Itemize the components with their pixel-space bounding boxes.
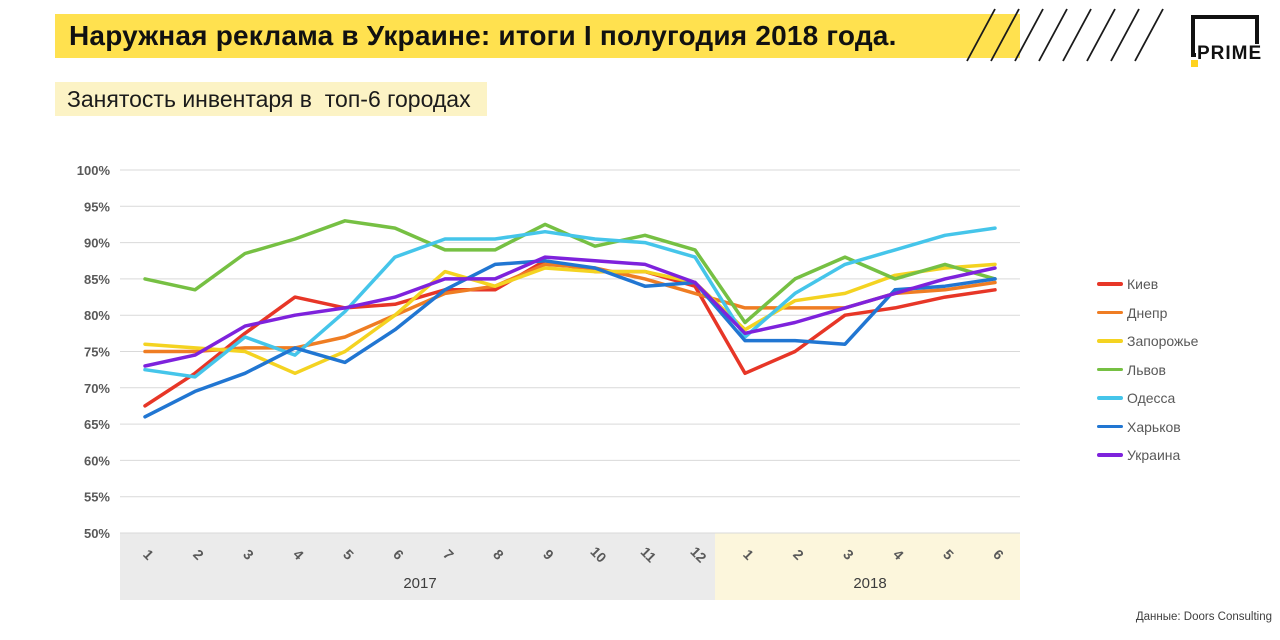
series-line-5 bbox=[143, 259, 997, 419]
occupancy-line-chart: 50% 55% 60% 65% 70% 75% 80% 85% 90% 95% 100% 1 2 3 4 5 6… bbox=[60, 150, 1040, 620]
page-title: Наружная реклама в Украине: итоги I полу… bbox=[69, 20, 897, 51]
year-label-2017: 2017 bbox=[403, 575, 436, 592]
legend-swatch bbox=[1097, 367, 1123, 372]
y-axis-tick-label: 85% bbox=[84, 272, 110, 287]
axis-band-2018 bbox=[715, 533, 1020, 600]
y-axis-tick-label: 100% bbox=[77, 163, 111, 178]
y-axis-tick-label: 70% bbox=[84, 381, 110, 396]
series-line-0 bbox=[143, 259, 997, 408]
legend-item-4: Одесса bbox=[1097, 388, 1198, 408]
y-axis-tick-label: 60% bbox=[84, 453, 110, 468]
legend-swatch bbox=[1097, 310, 1123, 315]
legend-swatch bbox=[1097, 424, 1123, 429]
legend-item-6: Украина bbox=[1097, 445, 1198, 465]
series-line-6 bbox=[143, 255, 997, 368]
legend-swatch bbox=[1097, 339, 1123, 343]
legend-swatch bbox=[1097, 453, 1123, 457]
y-axis-tick-label: 95% bbox=[84, 199, 110, 214]
legend-item-2: Запорожье bbox=[1097, 331, 1198, 351]
prime-logo-text: PRIME bbox=[1196, 43, 1264, 64]
data-source-note: Данные: Doors Consulting bbox=[1135, 611, 1272, 623]
title-band: Наружная реклама в Украине: итоги I полу… bbox=[55, 14, 1020, 58]
series-line-1 bbox=[143, 262, 997, 354]
legend-item-1: Днепр bbox=[1097, 303, 1198, 323]
legend-label: Львов bbox=[1127, 361, 1166, 378]
legend-item-0: Киев bbox=[1097, 274, 1198, 294]
prime-logo: PRIME bbox=[1191, 15, 1271, 75]
legend-label: Киев bbox=[1127, 276, 1159, 292]
chart-subtitle: Занятость инвентаря в топ-6 городах bbox=[67, 85, 471, 112]
y-axis-tick-label: 75% bbox=[84, 345, 110, 360]
y-axis-tick-label: 50% bbox=[84, 526, 110, 541]
series-line-2 bbox=[143, 262, 997, 376]
legend-label: Харьков bbox=[1127, 418, 1181, 435]
y-axis-tick-label: 80% bbox=[84, 308, 110, 323]
year-label-2018: 2018 bbox=[853, 575, 886, 592]
legend-swatch bbox=[1097, 396, 1123, 400]
y-axis-tick-label: 90% bbox=[84, 236, 110, 251]
chart-canvas: 50%55%60%65%70%75%80%85%90%95%100%1 2 3 4 5 6… bbox=[77, 163, 1020, 600]
prime-logo-accent-square bbox=[1191, 60, 1198, 67]
legend-swatch bbox=[1097, 282, 1123, 286]
y-axis-tick-label: 65% bbox=[84, 417, 110, 432]
legend-label: Запорожье bbox=[1127, 333, 1199, 349]
hatch-decoration bbox=[966, 8, 1164, 62]
legend-label: Украина bbox=[1127, 447, 1181, 463]
axis-band-2017 bbox=[120, 533, 715, 600]
prime-logo-frame: PRIME bbox=[1191, 15, 1264, 67]
legend-item-5: Харьков bbox=[1097, 417, 1198, 437]
subtitle-band: Занятость инвентаря в топ-6 городах bbox=[55, 82, 487, 116]
legend-label: Одесса bbox=[1127, 390, 1176, 406]
chart-legend: Киев Днепр Запорожье Львов Одесса Харьков Укра… bbox=[1097, 274, 1198, 474]
y-axis-tick-label: 55% bbox=[84, 490, 110, 505]
legend-label: Днепр bbox=[1127, 304, 1168, 321]
legend-item-3: Львов bbox=[1097, 360, 1198, 380]
